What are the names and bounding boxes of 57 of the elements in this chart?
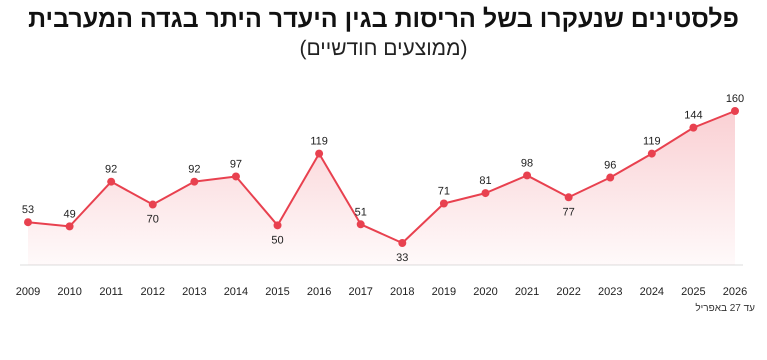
point [190,178,198,186]
x-tick-label: 2012 [140,286,166,298]
data-label: 160 [726,93,744,105]
text: עד 27 באפריל [695,302,756,314]
x-tick-label: 2017 [348,286,373,298]
data-label: 92 [188,164,200,176]
point [564,193,573,202]
data-label: 81 [479,175,492,188]
point [66,222,74,230]
x-tick-label: 2013 [182,286,207,298]
point [523,171,532,180]
x-tick-label: 2014 [224,286,248,298]
point [440,200,448,208]
point [356,220,365,228]
data-label: 53 [22,204,34,216]
data-label: 49 [63,208,76,220]
point [274,221,282,230]
data-label: 96 [604,160,616,172]
data-label: 119 [310,136,328,148]
x-tick-label: 2011 [99,286,124,298]
x-tick-label: 2025 [681,286,706,298]
point [689,124,698,132]
point [148,200,157,209]
x-tick-label: 2024 [640,286,664,298]
x-tick-label: 2021 [514,286,540,298]
data-label: 119 [643,136,661,148]
x-tick-label: 2015 [265,286,290,298]
point [315,150,324,158]
data-label: 51 [354,206,367,218]
data-label: 92 [105,164,118,176]
x-tick-label: 2019 [432,286,456,298]
point [731,107,739,115]
x-tick-label: 2023 [598,286,622,298]
x-tick-label: 2016 [306,286,332,298]
x-tick-label: 2026 [722,286,748,298]
data-label: 98 [520,157,534,170]
point [107,178,116,186]
data-label: 97 [230,158,242,170]
chart-subtitle: (ממוצעים חודשיים) [299,37,468,60]
data-label: 71 [438,186,450,198]
x-tick-label: 2020 [473,286,498,298]
point [232,172,240,180]
x-tick-label: 2022 [556,286,581,298]
x-tick-label: 2018 [390,286,415,298]
point [398,239,406,247]
x-tick-label: 2009 [16,286,40,298]
data-label: 33 [396,252,408,264]
data-label: 70 [146,214,159,226]
chart-title: פלסטינים שנעקרו בשל הריסות בגין היעדר היתר בגדה המערבית [28,5,739,33]
point [648,150,656,158]
data-label: 50 [271,234,284,246]
point [24,218,32,226]
point [481,189,490,198]
point [606,174,614,182]
x-tick-label: 2010 [57,286,82,298]
data-label: 144 [684,110,703,122]
data-label: 77 [562,206,575,218]
